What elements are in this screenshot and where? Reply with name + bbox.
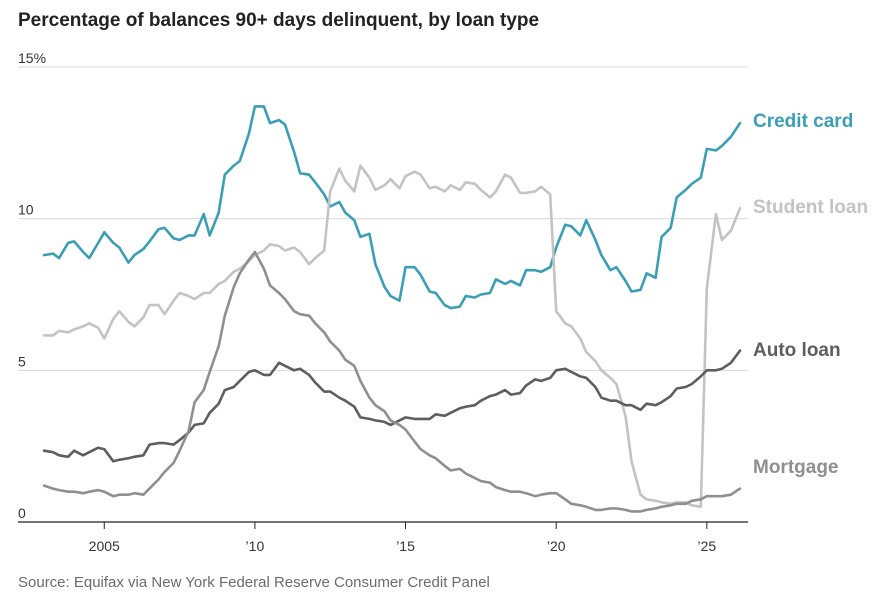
student-loan-label: Student loan bbox=[753, 197, 868, 218]
mortgage-line bbox=[42, 250, 742, 513]
x-tick-label: ’15 bbox=[396, 538, 415, 554]
y-tick-label: 15% bbox=[18, 50, 46, 66]
series-labels: Credit card Student loan Auto loan Mortgage bbox=[753, 111, 868, 478]
x-tick-label: ’20 bbox=[547, 538, 566, 554]
y-tick-label: 0 bbox=[18, 505, 26, 521]
gridlines bbox=[18, 66, 748, 371]
x-axis: 2005 ’10 ’15 ’20 ’25 bbox=[18, 521, 748, 554]
x-tick-label: ’25 bbox=[697, 538, 716, 554]
auto-loan-label: Auto loan bbox=[753, 340, 841, 361]
mortgage-label: Mortgage bbox=[753, 457, 839, 478]
credit-card-label: Credit card bbox=[753, 111, 853, 132]
y-axis-ticks: 15% 10 5 0 bbox=[18, 50, 46, 521]
y-tick-label: 5 bbox=[18, 353, 26, 369]
auto-loan-line bbox=[42, 349, 742, 463]
series-lines bbox=[42, 105, 742, 513]
x-tick-label: 2005 bbox=[89, 538, 120, 554]
student-loan-line bbox=[42, 164, 742, 509]
y-tick-label: 10 bbox=[18, 202, 34, 218]
x-tick-label: ’10 bbox=[246, 538, 265, 554]
source-note: Source: Equifax via New York Federal Res… bbox=[18, 574, 490, 591]
chart-title: Percentage of balances 90+ days delinque… bbox=[18, 10, 540, 31]
credit-card-line bbox=[42, 105, 742, 310]
